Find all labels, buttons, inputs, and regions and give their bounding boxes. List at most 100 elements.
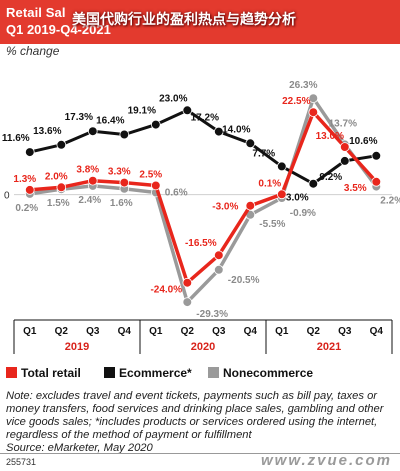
data-point-0-11 [371, 177, 382, 187]
chart-id: 255731 [6, 457, 37, 467]
data-label-2-1: 1.5% [47, 198, 70, 209]
title-band [0, 0, 400, 44]
data-label-0-11: 3.5% [344, 183, 367, 194]
y-tick-label-zero: 0 [4, 191, 10, 202]
data-label-2-4: 0.6% [165, 188, 188, 199]
data-label-2-9: 26.3% [289, 80, 317, 91]
series-line-0 [29, 110, 378, 285]
x-tick-label-11: Q4 [370, 326, 384, 337]
data-label-1-6: 17.2% [191, 113, 219, 124]
legend-label-ecommerce: Ecommerce* [119, 366, 192, 380]
data-label-2-10: 13.7% [329, 118, 357, 129]
data-label-0-1: 2.0% [45, 171, 68, 182]
data-point-0-4 [151, 180, 161, 191]
x-tick-label-4: Q1 [149, 326, 163, 337]
data-label-0-6: -16.5% [185, 238, 217, 249]
data-label-0-9: 22.5% [282, 96, 310, 107]
data-point-0-10 [339, 142, 350, 152]
data-point-1-4 [151, 119, 161, 130]
data-point-1-5 [182, 105, 193, 116]
data-label-1-10: 9.2% [319, 172, 342, 183]
data-label-1-7: 14.0% [222, 124, 250, 135]
grid-layer: 0 [4, 191, 392, 202]
data-label-0-3: 3.3% [108, 167, 131, 178]
label-layer: 1.3% 2.0% 3.8% 3.3% 2.5% -24.0% -16.5% -3.0% 0.1… [2, 80, 400, 320]
data-point-1-6 [214, 126, 224, 137]
year-label-0: 2019 [65, 341, 89, 353]
x-tick-label-3: Q4 [118, 326, 132, 337]
data-point-0-6 [214, 250, 224, 261]
watermark: www.zvue.com [261, 452, 392, 469]
data-label-1-11: 10.6% [349, 136, 377, 147]
source-text: Source: eMarketer, May 2020 [6, 442, 153, 454]
data-label-2-2: 2.4% [78, 195, 101, 206]
data-label-1-4: 19.1% [128, 106, 156, 117]
data-point-0-2 [88, 175, 98, 186]
legend: Total retail Ecommerce* Nonecommerce [6, 366, 396, 382]
data-point-1-8 [276, 161, 287, 172]
data-point-0-7 [245, 200, 256, 211]
legend-swatch-total-retail [6, 367, 17, 378]
x-tick-label-7: Q4 [244, 326, 258, 337]
legend-item-total-retail: Total retail [6, 366, 81, 380]
year-label-1: 2020 [191, 341, 215, 353]
data-point-2-9 [308, 93, 319, 103]
data-point-1-0 [24, 147, 35, 157]
data-label-0-7: -3.0% [212, 202, 238, 213]
overlay-title: 美国代购行业的盈利热点与趋势分析 [72, 11, 296, 27]
data-point-0-8 [276, 189, 287, 200]
x-tick-label-6: Q3 [212, 326, 226, 337]
data-label-2-0: 0.2% [15, 203, 38, 214]
data-label-2-6: -20.5% [228, 275, 260, 286]
data-label-1-2: 17.3% [65, 112, 93, 123]
legend-swatch-nonecommerce [208, 367, 219, 378]
data-label-2-3: 1.6% [110, 198, 133, 209]
chart-title: Retail Sal [6, 5, 66, 20]
legend-item-nonecommerce: Nonecommerce [208, 366, 313, 380]
series-line-2 [29, 96, 378, 304]
data-label-1-3: 16.4% [96, 116, 124, 127]
data-label-0-0: 1.3% [13, 174, 36, 185]
legend-item-ecommerce: Ecommerce* [104, 366, 192, 380]
x-tick-label-9: Q2 [307, 326, 321, 337]
legend-label-nonecommerce: Nonecommerce [223, 366, 314, 380]
data-label-2-11: 2.2% [380, 196, 400, 207]
data-point-0-3 [119, 177, 130, 188]
legend-label-total-retail: Total retail [21, 366, 81, 380]
data-point-0-0 [24, 185, 35, 195]
data-point-2-5 [182, 297, 193, 307]
data-label-2-7: -5.5% [259, 219, 285, 230]
data-point-1-9 [308, 178, 319, 189]
data-label-1-1: 13.6% [33, 126, 61, 137]
data-label-2-5: -29.3% [196, 309, 228, 320]
data-label-1-0: 11.6% [2, 133, 30, 144]
unit-label: % change [6, 44, 60, 58]
series-layer [24, 93, 382, 307]
data-point-1-1 [56, 140, 67, 150]
data-label-1-5: 23.0% [159, 93, 187, 104]
legend-swatch-ecommerce [104, 367, 115, 378]
data-point-1-7 [245, 138, 256, 149]
data-label-0-5: -24.0% [150, 285, 182, 296]
x-tick-label-8: Q1 [275, 326, 289, 337]
data-label-1-8: 7.7% [252, 148, 275, 159]
data-point-1-10 [339, 156, 350, 166]
x-tick-label-2: Q3 [86, 326, 100, 337]
x-tick-label-1: Q2 [55, 326, 69, 337]
footer-divider [0, 453, 400, 454]
year-label-2: 2021 [317, 341, 341, 353]
data-label-0-2: 3.8% [76, 165, 99, 176]
x-tick-label-5: Q2 [181, 326, 195, 337]
data-label-1-9: 3.0% [286, 193, 309, 204]
x-tick-label-0: Q1 [23, 326, 37, 337]
data-label-0-4: 2.5% [139, 170, 162, 181]
data-point-0-9 [308, 107, 319, 117]
data-point-0-5 [182, 277, 193, 288]
data-point-2-6 [214, 264, 224, 275]
note-text: Note: excludes travel and event tickets,… [6, 390, 384, 441]
data-point-1-2 [88, 126, 98, 136]
chart-notes: Note: excludes travel and event tickets,… [6, 390, 394, 455]
line-chart: 0 1.3% 2.0% 3.8% 3.3% 2.5% -24.0% -16.5% -3.0% 0… [2, 80, 400, 354]
data-point-1-3 [119, 129, 130, 140]
data-point-1-11 [371, 151, 382, 161]
